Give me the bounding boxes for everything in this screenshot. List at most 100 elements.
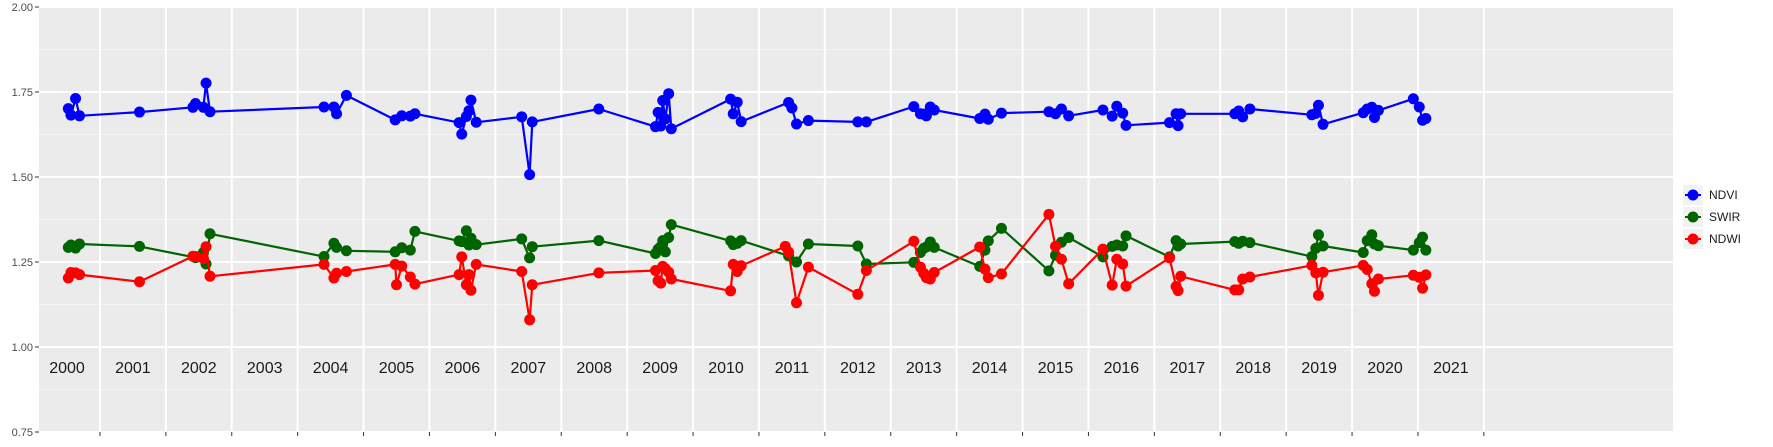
series-ndvi xyxy=(62,77,1432,181)
data-point xyxy=(318,101,330,113)
data-point xyxy=(659,113,671,125)
data-point xyxy=(1420,269,1432,281)
data-point xyxy=(593,235,605,247)
data-point xyxy=(456,251,468,263)
year-label: 2015 xyxy=(1038,360,1074,377)
data-point xyxy=(920,110,932,122)
data-point xyxy=(1420,244,1432,256)
data-point xyxy=(465,94,477,106)
data-point xyxy=(860,116,872,128)
series-layer xyxy=(62,77,1432,326)
data-point xyxy=(1172,120,1184,132)
data-point xyxy=(1117,240,1129,252)
data-point xyxy=(852,288,864,300)
data-point xyxy=(1120,230,1132,242)
data-point xyxy=(396,260,408,272)
data-point xyxy=(1043,265,1055,277)
y-axis: 0.75 1.00 1.25 1.50 1.75 2.00 xyxy=(12,2,39,439)
data-point xyxy=(1366,229,1378,241)
data-point xyxy=(663,88,675,100)
data-point xyxy=(453,117,465,129)
data-point xyxy=(735,235,747,247)
data-point xyxy=(791,297,803,309)
data-point xyxy=(133,240,145,252)
year-label: 2004 xyxy=(313,360,349,377)
data-point xyxy=(65,109,77,121)
data-point xyxy=(1361,263,1373,275)
data-point xyxy=(1420,113,1432,125)
data-point xyxy=(1317,118,1329,130)
data-point xyxy=(1244,271,1256,283)
data-point xyxy=(786,102,798,114)
data-point xyxy=(524,314,536,326)
data-point xyxy=(1407,93,1419,105)
data-point xyxy=(663,232,675,244)
data-point xyxy=(928,241,940,253)
data-point xyxy=(995,107,1007,119)
y-tick-label: 0.75 xyxy=(12,427,33,439)
data-point xyxy=(1106,110,1118,122)
data-point xyxy=(1050,240,1061,252)
data-point xyxy=(396,242,408,254)
data-point xyxy=(1120,280,1132,292)
data-point xyxy=(1312,99,1324,111)
data-point xyxy=(70,92,82,104)
data-point xyxy=(908,101,920,113)
data-point xyxy=(727,108,739,120)
year-label: 2003 xyxy=(247,360,283,377)
data-point xyxy=(1372,240,1384,252)
data-point xyxy=(197,253,209,265)
data-point xyxy=(1175,108,1187,120)
legend: NDVI SWIR NDWI xyxy=(1683,185,1741,249)
data-point xyxy=(1055,103,1067,115)
grid-minor-y xyxy=(39,49,1673,390)
data-point xyxy=(1237,111,1249,123)
y-tick-label: 1.00 xyxy=(12,342,33,354)
data-point xyxy=(74,269,86,281)
year-label: 2011 xyxy=(775,360,810,377)
year-label: 2019 xyxy=(1301,360,1337,377)
data-point xyxy=(1244,103,1256,115)
data-point xyxy=(391,279,402,291)
legend-label: NDVI xyxy=(1709,188,1738,202)
data-point xyxy=(791,118,803,130)
data-point xyxy=(1372,273,1384,285)
data-point xyxy=(995,268,1007,280)
data-point xyxy=(659,246,671,258)
data-point xyxy=(860,265,872,276)
year-label: 2010 xyxy=(708,360,744,377)
year-label: 2007 xyxy=(511,360,547,377)
data-point xyxy=(204,106,216,118)
data-point xyxy=(524,169,536,181)
data-point xyxy=(735,116,747,128)
data-point xyxy=(463,269,475,281)
data-point xyxy=(982,235,994,247)
y-tick-label: 1.25 xyxy=(12,257,33,269)
data-point xyxy=(1357,246,1369,258)
data-point xyxy=(982,113,994,125)
data-point xyxy=(204,270,216,282)
data-point xyxy=(783,246,795,258)
year-label: 2006 xyxy=(445,360,481,377)
data-point xyxy=(470,258,482,270)
data-point xyxy=(1413,101,1425,113)
data-point xyxy=(802,115,814,127)
x-axis xyxy=(99,432,1485,436)
data-point xyxy=(974,241,986,253)
data-point xyxy=(1106,279,1118,291)
data-point xyxy=(340,245,352,257)
data-point xyxy=(465,284,477,296)
data-point xyxy=(204,228,216,240)
data-point xyxy=(731,96,743,108)
data-point xyxy=(200,241,212,253)
data-point xyxy=(340,266,352,278)
data-point xyxy=(404,244,416,256)
data-point xyxy=(1312,229,1324,241)
data-point xyxy=(1063,110,1075,122)
data-point xyxy=(516,111,528,123)
data-point xyxy=(1372,104,1384,116)
year-label: 2001 xyxy=(115,360,151,377)
data-point xyxy=(1063,232,1075,244)
year-label: 2000 xyxy=(49,360,85,377)
data-point xyxy=(409,108,421,120)
